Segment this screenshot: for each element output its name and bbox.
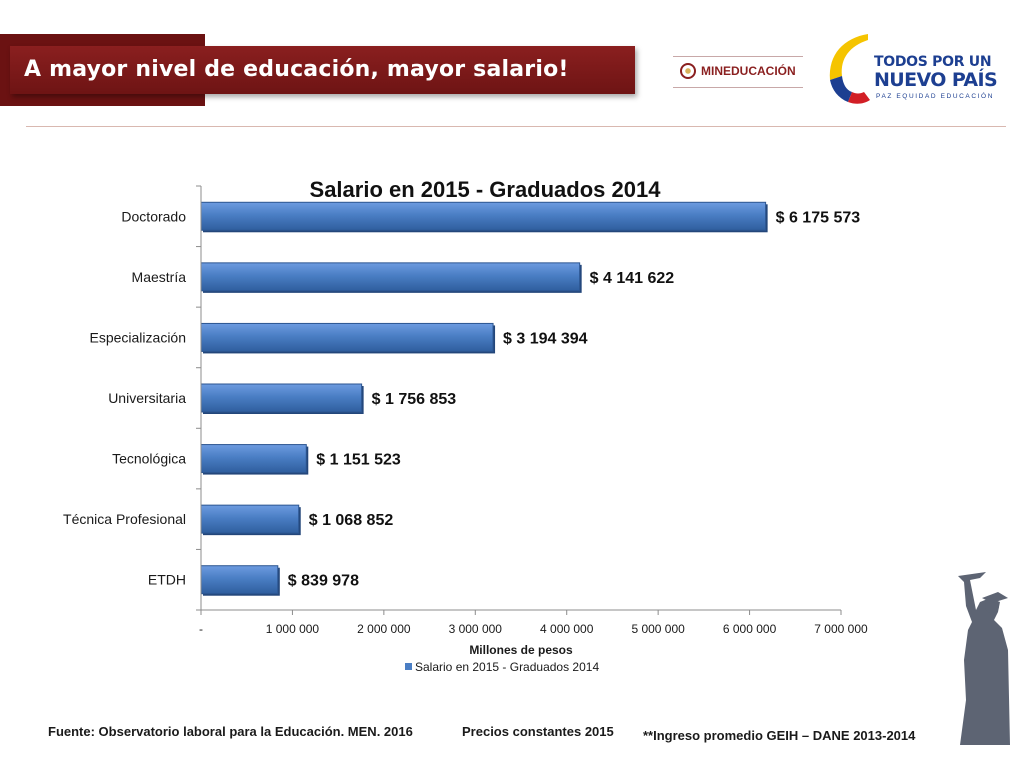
category-label: Tecnológica [112,451,186,467]
title-banner [10,46,635,94]
header-divider [26,126,1006,127]
category-label: Doctorado [121,208,186,224]
todos-por-un-nuevo-pais-logo: TODOS POR UN NUEVO PAÍS PAZ EQUIDAD EDUC… [824,32,998,107]
legend-swatch [405,663,412,670]
page-title: A mayor nivel de educación, mayor salari… [24,57,569,82]
mineducacion-logo-text: MINEDUCACIÓN [701,64,796,78]
colombia-swoosh-icon [829,34,870,104]
x-tick-label: 6 000 000 [723,622,777,636]
bar-value-label: $ 6 175 573 [776,209,861,226]
category-label: Técnica Profesional [63,511,186,527]
x-tick-label: 1 000 000 [266,622,320,636]
coat-of-arms-icon [680,63,696,79]
bar [200,565,279,595]
category-label: Universitaria [108,390,186,406]
income-note: **Ingreso promedio GEIH – DANE 2013-2014 [643,728,916,743]
category-label: Maestría [132,269,187,285]
salary-bar-chart: Salario en 2015 - Graduados 2014 $ 6 175… [63,177,868,674]
tpn-logo-line2: NUEVO PAÍS [874,69,998,91]
bar [200,444,307,474]
x-tick-label: 3 000 000 [449,622,503,636]
chart-title: Salario en 2015 - Graduados 2014 [310,177,662,202]
bar [200,201,767,231]
x-tick-label: 5 000 000 [631,622,685,636]
bar [200,262,581,292]
x-tick-label: 4 000 000 [540,622,594,636]
bar-value-label: $ 1 756 853 [372,391,457,408]
bar-value-label: $ 4 141 622 [590,270,675,287]
x-tick-label: 7 000 000 [814,622,868,636]
category-label: ETDH [148,572,186,588]
prices-note: Precios constantes 2015 [462,724,614,739]
bar-value-label: $ 1 151 523 [316,452,401,469]
source-note: Fuente: Observatorio laboral para la Edu… [48,724,413,739]
bar-value-label: $ 3 194 394 [503,330,588,347]
mineducacion-logo: MINEDUCACIÓN [673,56,803,88]
tpn-logo-tagline: PAZ EQUIDAD EDUCACIÓN [876,93,994,100]
bar [200,383,363,413]
bar [200,504,300,534]
tpn-logo-line1: TODOS POR UN [874,54,992,70]
legend-label: Salario en 2015 - Graduados 2014 [415,660,599,674]
bar-value-label: $ 839 978 [288,573,359,590]
x-axis-title: Millones de pesos [469,643,573,657]
graduate-silhouette-icon [958,572,1010,745]
bar-value-label: $ 1 068 852 [309,512,394,529]
x-tick-label: - [199,622,203,636]
bar [200,322,494,352]
x-tick-label: 2 000 000 [357,622,411,636]
category-label: Especialización [90,329,187,345]
